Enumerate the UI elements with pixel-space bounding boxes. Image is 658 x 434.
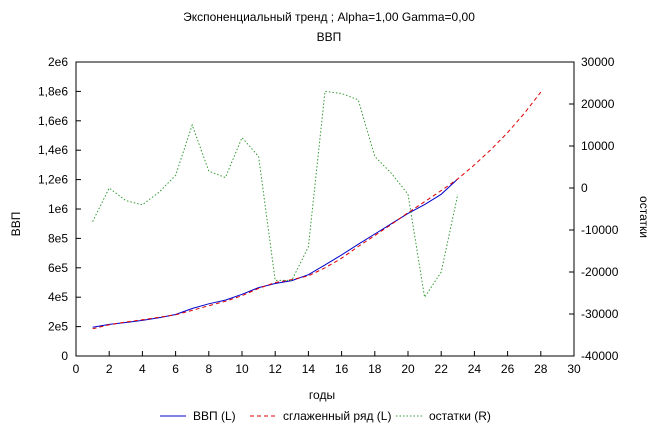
right-y-tick-label: -10000 (581, 223, 619, 237)
left-y-axis-ticks: 0 2e5 4e5 6e5 8e5 1e6 1,2e6 1,4e6 1,6e6 1,8e6 2e6 (38, 55, 81, 363)
x-tick-label: 22 (435, 362, 449, 376)
right-y-tick-label: -30000 (581, 307, 619, 321)
legend-label: остатки (R) (429, 409, 491, 423)
left-y-tick-label: 1,8e6 (38, 84, 68, 98)
right-y-tick-label: 10000 (581, 139, 615, 153)
right-y-axis-label: остатки (637, 196, 651, 238)
x-tick-label: 24 (468, 362, 482, 376)
right-y-tick-label: 30000 (581, 55, 615, 69)
series-line (92, 178, 459, 328)
x-tick-label: 2 (106, 362, 113, 376)
x-tick-label: 10 (235, 362, 249, 376)
left-y-tick-label: 1e6 (48, 202, 68, 216)
x-tick-label: 28 (534, 362, 548, 376)
x-tick-label: 26 (501, 362, 515, 376)
left-y-tick-label: 8e5 (48, 231, 68, 245)
left-y-tick-label: 1,2e6 (38, 173, 68, 187)
x-tick-label: 14 (302, 362, 316, 376)
x-axis-label: годы (309, 388, 335, 402)
x-tick-label: 12 (269, 362, 283, 376)
right-y-tick-label: 0 (581, 181, 588, 195)
x-tick-label: 30 (567, 362, 581, 376)
left-y-tick-label: 2e5 (48, 320, 68, 334)
x-tick-label: 16 (335, 362, 349, 376)
legend-label: ВВП (L) (193, 409, 236, 423)
right-y-tick-label: -40000 (581, 349, 619, 363)
left-y-axis-label: ВВП (9, 212, 23, 237)
chart-subtitle: ВВП (317, 30, 342, 44)
right-y-tick-label: -20000 (581, 265, 619, 279)
left-y-tick-label: 6e5 (48, 261, 68, 275)
x-tick-label: 6 (172, 362, 179, 376)
x-axis-ticks: 0 2 4 6 8 10 12 14 16 18 20 22 24 26 28 30 (73, 351, 581, 376)
x-tick-label: 0 (73, 362, 80, 376)
x-tick-label: 4 (139, 362, 146, 376)
left-y-tick-label: 2e6 (48, 55, 68, 69)
series-layer (92, 90, 542, 330)
chart-title: Экспоненциальный тренд ; Alpha=1,00 Gamm… (183, 10, 475, 24)
left-y-tick-label: 4e5 (48, 290, 68, 304)
left-y-tick-label: 1,6e6 (38, 114, 68, 128)
right-y-tick-label: 20000 (581, 97, 615, 111)
x-tick-label: 18 (368, 362, 382, 376)
legend-label: сглаженный ряд (L) (283, 409, 391, 423)
legend: ВВП (L) сглаженный ряд (L) остатки (R) (160, 409, 491, 423)
left-y-tick-label: 1,4e6 (38, 143, 68, 157)
series-line (92, 91, 542, 330)
left-y-tick-label: 0 (61, 349, 68, 363)
x-tick-label: 20 (401, 362, 415, 376)
x-tick-label: 8 (205, 362, 212, 376)
right-y-axis-ticks: -40000 -30000 -20000 -10000 0 10000 20000 30000 (569, 55, 619, 363)
